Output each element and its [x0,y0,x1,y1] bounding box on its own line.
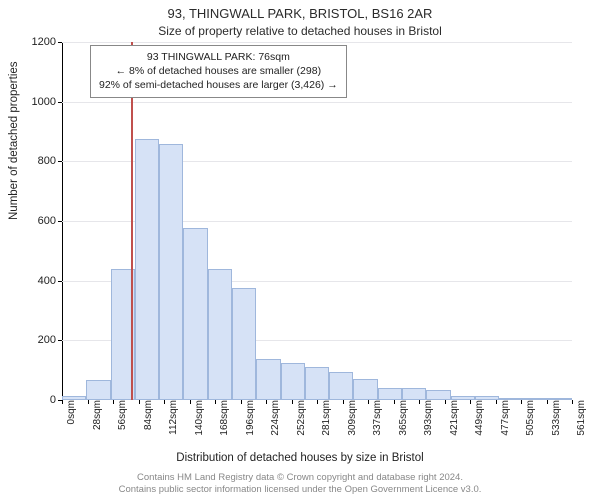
chart-title: 93, THINGWALL PARK, BRISTOL, BS16 2AR [0,0,600,22]
xtick-label: 449sqm [470,400,485,436]
histogram-bar [378,388,402,400]
histogram-bar [305,367,329,400]
histogram-bar [281,363,305,400]
attribution-line-1: Contains HM Land Registry data © Crown c… [0,472,600,484]
xtick-label: 56sqm [113,400,128,430]
info-line-3: 92% of semi-detached houses are larger (… [99,78,338,92]
info-box: 93 THINGWALL PARK: 76sqm ← 8% of detache… [90,45,347,98]
histogram-bar [402,388,426,400]
histogram-bar [523,398,547,400]
ytick-label: 400 [38,275,62,287]
xtick-label: 421sqm [445,400,460,436]
xtick-label: 28sqm [88,400,103,430]
histogram-bar [475,396,499,400]
histogram-bar [135,139,159,400]
xtick-label: 533sqm [547,400,562,436]
xtick-label: 196sqm [241,400,256,436]
ytick-label: 0 [50,394,62,406]
ytick-label: 200 [38,334,62,346]
info-line-1: 93 THINGWALL PARK: 76sqm [99,50,338,64]
y-axis-title: Number of detached properties [8,61,20,220]
xtick-label: 477sqm [496,400,511,436]
ytick-label: 600 [38,215,62,227]
chart-subtitle: Size of property relative to detached ho… [0,22,600,38]
histogram-bar [208,269,232,400]
xtick-label: 224sqm [266,400,281,436]
histogram-bar [548,398,572,400]
xtick-label: 281sqm [317,400,332,436]
histogram-bar [499,398,523,400]
info-line-2: ← 8% of detached houses are smaller (298… [99,64,338,78]
histogram-bar [62,396,86,400]
xtick-label: 337sqm [368,400,383,436]
xtick-label: 365sqm [394,400,409,436]
histogram-bar [451,396,475,400]
xtick-label: 252sqm [292,400,307,436]
x-axis-title: Distribution of detached houses by size … [0,452,600,464]
histogram-bar [353,379,377,400]
xtick-label: 140sqm [190,400,205,436]
histogram-bar [426,390,450,400]
chart-container: 93, THINGWALL PARK, BRISTOL, BS16 2AR Si… [0,0,600,500]
xtick-label: 393sqm [419,400,434,436]
xtick-label: 84sqm [139,400,154,430]
ytick-label: 1200 [32,36,62,48]
ytick-label: 800 [38,155,62,167]
histogram-bar [232,288,256,400]
xtick-label: 112sqm [164,400,179,435]
attribution-line-2: Contains public sector information licen… [0,484,600,496]
xtick-label: 309sqm [343,400,358,436]
histogram-bar [86,380,110,400]
attribution-text: Contains HM Land Registry data © Crown c… [0,472,600,496]
xtick-label: 168sqm [215,400,230,436]
histogram-bar [183,228,207,400]
xtick-label: 0sqm [62,400,77,424]
ytick-label: 1000 [32,96,62,108]
histogram-bar [329,372,353,400]
xtick-label: 561sqm [572,400,587,436]
histogram-bar [159,144,183,400]
xtick-label: 505sqm [521,400,536,436]
histogram-bar [256,359,280,400]
